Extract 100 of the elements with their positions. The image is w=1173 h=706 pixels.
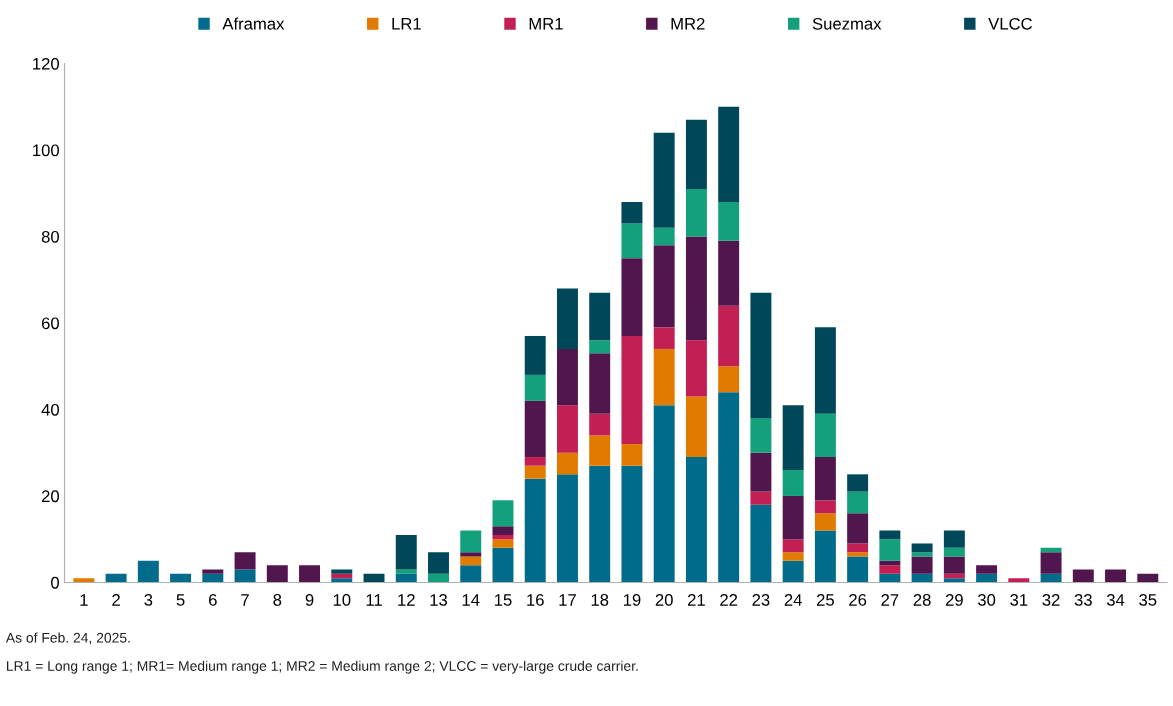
x-tick-label: 19: [623, 594, 641, 606]
bar: [589, 292, 611, 341]
bar: [202, 569, 224, 574]
bar: [460, 530, 482, 553]
bar: [492, 500, 514, 527]
bar: [621, 201, 643, 224]
bar: [782, 405, 804, 471]
x-tick-label: 26: [849, 594, 867, 606]
bar: [847, 491, 869, 514]
bar: [234, 552, 256, 570]
y-tick-label: 80: [41, 230, 59, 243]
bar: [653, 245, 675, 328]
bar: [782, 539, 804, 553]
bar: [621, 258, 643, 336]
bar: [750, 292, 772, 419]
bar: [814, 413, 836, 458]
bar: [685, 188, 707, 237]
bar: [782, 560, 804, 583]
bar: [556, 452, 578, 475]
bar: [976, 565, 998, 574]
x-tick-label: 15: [494, 594, 512, 606]
bar: [847, 513, 869, 544]
bar: [976, 573, 998, 583]
bar: [879, 565, 901, 574]
bar: [814, 327, 836, 414]
bar: [943, 530, 965, 548]
bar: [943, 556, 965, 574]
bar: [911, 543, 933, 553]
x-tick-label: 9: [305, 594, 314, 606]
bar: [943, 573, 965, 579]
bar: [718, 201, 740, 241]
bar: [1105, 569, 1127, 583]
bar: [718, 366, 740, 393]
legend-label: VLCC: [988, 17, 1032, 30]
bar: [524, 335, 546, 375]
legend-label: MR2: [671, 17, 705, 30]
x-tick-label: 13: [430, 594, 448, 606]
y-tick-label: 60: [41, 317, 59, 330]
bar: [524, 465, 546, 479]
bar: [814, 500, 836, 514]
bar: [621, 223, 643, 259]
x-tick-label: 1: [80, 594, 88, 606]
bar: [524, 374, 546, 401]
x-tick-label: 21: [688, 594, 705, 606]
x-tick-label: 28: [913, 594, 931, 606]
bar: [589, 340, 611, 354]
bar: [137, 560, 159, 583]
bar: [847, 474, 869, 492]
bar: [589, 353, 611, 414]
bar: [685, 340, 707, 397]
bar: [1040, 552, 1062, 574]
bar: [556, 405, 578, 453]
x-tick-label: 7: [241, 594, 249, 606]
bar: [395, 573, 417, 583]
bar: [556, 288, 578, 349]
x-tick-label: 16: [527, 594, 544, 606]
x-tick-label: 34: [1106, 594, 1125, 606]
x-tick-label: 18: [591, 594, 609, 606]
bar: [621, 465, 643, 583]
x-tick-label: 24: [784, 594, 802, 606]
bar: [814, 513, 836, 531]
bar: [847, 556, 869, 583]
bar: [621, 335, 643, 445]
x-tick-label: 12: [398, 594, 415, 606]
y-tick-label: 120: [33, 57, 59, 70]
bar: [1040, 547, 1062, 553]
x-tick-label: 14: [462, 594, 480, 606]
bar: [460, 565, 482, 583]
bar: [460, 552, 482, 557]
bar: [589, 413, 611, 436]
bar: [653, 348, 675, 406]
legend-label: Suezmax: [812, 17, 882, 30]
bar: [750, 452, 772, 492]
x-tick-label: 25: [816, 594, 834, 606]
bar: [879, 573, 901, 583]
bar: [73, 578, 95, 583]
legend-label: Aframax: [222, 17, 285, 30]
x-tick-label: 2: [112, 594, 120, 606]
bar: [750, 504, 772, 583]
x-tick-label: 5: [176, 594, 185, 606]
bar: [1072, 569, 1094, 583]
x-tick-label: 10: [333, 594, 351, 606]
x-tick-label: 29: [945, 594, 963, 606]
bar: [589, 465, 611, 583]
bar: [653, 132, 675, 228]
bar: [492, 526, 514, 535]
x-tick-label: 8: [273, 594, 282, 606]
bar: [879, 539, 901, 561]
bar: [814, 457, 836, 501]
bar: [685, 396, 707, 458]
x-tick-label: 23: [752, 594, 770, 606]
legend-label: MR1: [529, 18, 563, 30]
x-tick-label: 22: [720, 594, 738, 606]
bar: [105, 573, 127, 583]
bar: [750, 491, 772, 505]
bar: [847, 543, 869, 553]
bar: [460, 556, 482, 566]
bar: [814, 530, 836, 583]
x-tick-label: 3: [144, 594, 153, 606]
x-tick-label: 17: [559, 594, 576, 606]
